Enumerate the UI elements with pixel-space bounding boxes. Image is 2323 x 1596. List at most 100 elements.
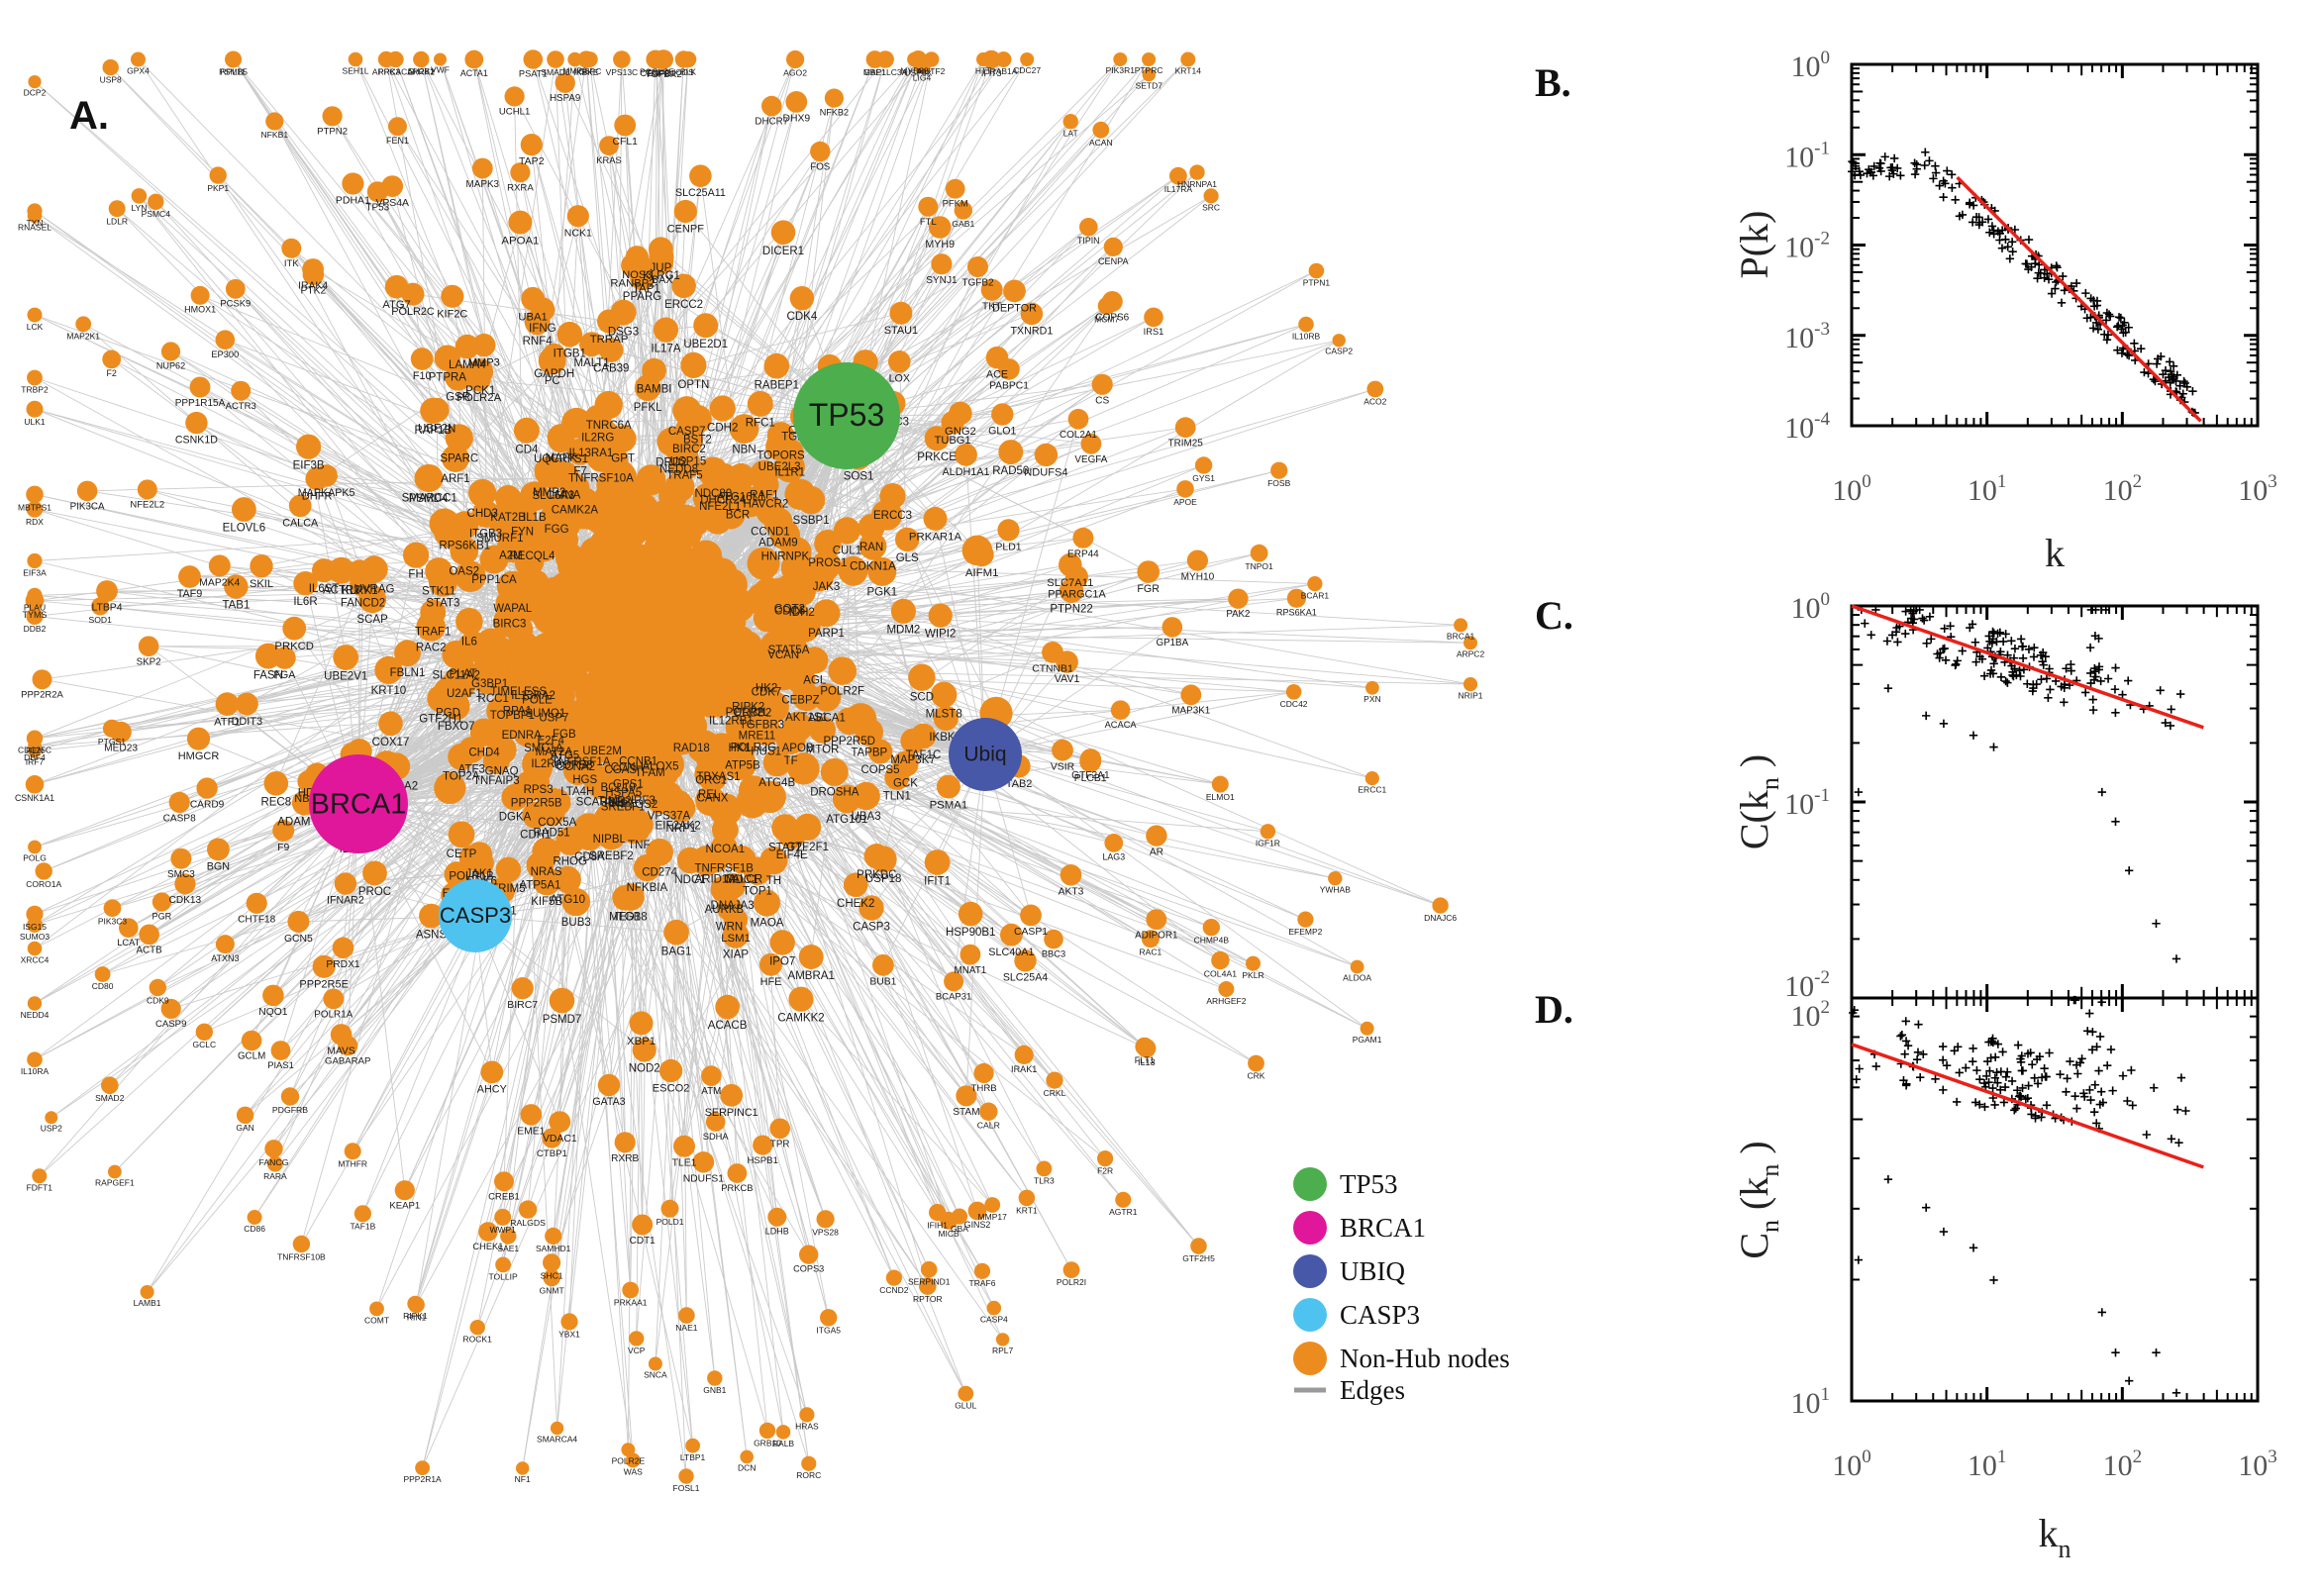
- svg-text:ALDOA: ALDOA: [1343, 973, 1371, 983]
- svg-text:GPT: GPT: [611, 453, 635, 465]
- svg-text:RHOG: RHOG: [553, 856, 587, 868]
- svg-text:IL13: IL13: [1138, 1057, 1156, 1067]
- svg-text:CHD4: CHD4: [468, 748, 500, 759]
- svg-text:101: 101: [1968, 471, 2007, 507]
- svg-text:REL: REL: [698, 789, 721, 801]
- svg-text:WIPI2: WIPI2: [925, 629, 956, 641]
- svg-text:GCN5: GCN5: [284, 934, 313, 945]
- svg-text:MAPK3: MAPK3: [466, 179, 500, 190]
- svg-text:AMBRA1: AMBRA1: [788, 970, 835, 982]
- svg-text:BCAR1: BCAR1: [1301, 590, 1330, 600]
- svg-text:TOP1: TOP1: [743, 886, 772, 898]
- svg-text:PC: PC: [545, 375, 560, 387]
- svg-text:UBA3: UBA3: [852, 811, 881, 823]
- svg-text:NEDD4: NEDD4: [21, 1010, 50, 1020]
- svg-text:XBP1: XBP1: [627, 1036, 656, 1047]
- svg-text:POLR2F: POLR2F: [820, 686, 864, 698]
- svg-text:RAD18: RAD18: [673, 743, 710, 754]
- svg-text:CASP4: CASP4: [980, 1315, 1008, 1325]
- svg-text:DNAJC6: DNAJC6: [1424, 913, 1457, 923]
- svg-text:F7: F7: [573, 465, 586, 477]
- svg-text:ACE: ACE: [986, 369, 1008, 381]
- svg-text:NDUFS1: NDUFS1: [683, 1173, 724, 1184]
- svg-text:MAOA: MAOA: [751, 917, 784, 929]
- svg-text:STAT3: STAT3: [426, 598, 459, 610]
- svg-text:DDB2: DDB2: [24, 624, 47, 634]
- svg-text:IRF7: IRF7: [26, 757, 45, 767]
- svg-text:102: 102: [2103, 1446, 2143, 1482]
- svg-text:10-4: 10-4: [1784, 409, 1830, 445]
- svg-text:FGG: FGG: [545, 524, 569, 536]
- svg-text:CALCA: CALCA: [282, 518, 319, 530]
- svg-text:AR: AR: [1150, 847, 1163, 857]
- svg-text:STK11: STK11: [422, 586, 455, 598]
- svg-text:CD86: CD86: [244, 1224, 265, 1234]
- svg-text:NQO1: NQO1: [258, 1007, 287, 1018]
- svg-text:EFEMP2: EFEMP2: [1288, 927, 1322, 937]
- svg-text:100: 100: [1791, 589, 1831, 625]
- svg-text:SKP2: SKP2: [137, 656, 161, 667]
- svg-text:CARD9: CARD9: [190, 799, 225, 810]
- svg-text:GTF2H5: GTF2H5: [1182, 1253, 1215, 1263]
- svg-text:HNRNPK: HNRNPK: [761, 550, 810, 562]
- svg-text:HAVCR2: HAVCR2: [743, 499, 788, 511]
- svg-text:MED23: MED23: [104, 744, 138, 754]
- svg-text:ATP5B: ATP5B: [725, 760, 760, 772]
- svg-text:TLN1: TLN1: [883, 791, 911, 803]
- svg-text:MAP1LC3A: MAP1LC3A: [863, 67, 908, 77]
- svg-text:TF: TF: [784, 755, 798, 767]
- svg-text:RPA1: RPA1: [503, 705, 532, 717]
- svg-text:ATM: ATM: [701, 1086, 721, 1097]
- svg-text:RPS3: RPS3: [524, 784, 554, 796]
- svg-text:WWP1: WWP1: [489, 1225, 516, 1235]
- svg-text:10-2: 10-2: [1784, 229, 1830, 264]
- svg-text:FDFT1: FDFT1: [27, 1183, 53, 1193]
- svg-text:TRRAP: TRRAP: [590, 334, 629, 346]
- svg-text:ACAN: ACAN: [1089, 138, 1113, 148]
- svg-text:ABCA1: ABCA1: [808, 713, 846, 725]
- svg-text:HFE: HFE: [760, 976, 782, 988]
- svg-text:RAPGEF1: RAPGEF1: [95, 1178, 135, 1188]
- svg-text:CHTF18: CHTF18: [238, 915, 276, 926]
- svg-text:ERCC1: ERCC1: [1358, 784, 1386, 794]
- svg-text:TNF: TNF: [628, 840, 650, 851]
- svg-text:IL6ST: IL6ST: [309, 583, 340, 595]
- svg-text:HGS: HGS: [572, 774, 597, 786]
- svg-text:CRK: CRK: [1248, 1071, 1265, 1081]
- svg-text:CDK9: CDK9: [147, 995, 169, 1005]
- svg-text:UBE2N: UBE2N: [418, 423, 455, 435]
- svg-text:LOX: LOX: [889, 373, 910, 385]
- svg-text:RAD50: RAD50: [992, 465, 1029, 477]
- svg-text:CHEK2: CHEK2: [837, 898, 874, 910]
- svg-text:AHCY: AHCY: [477, 1084, 507, 1096]
- svg-text:TGFB2: TGFB2: [961, 278, 994, 289]
- svg-text:GINS2: GINS2: [964, 1220, 991, 1230]
- svg-text:GLO1: GLO1: [988, 426, 1016, 438]
- svg-text:NDC1: NDC1: [674, 874, 705, 886]
- svg-text:KIF5B: KIF5B: [531, 896, 562, 908]
- svg-text:TXNRD1: TXNRD1: [1011, 325, 1054, 337]
- svg-text:E2F4: E2F4: [537, 736, 564, 748]
- svg-text:PRKCB: PRKCB: [721, 1182, 753, 1193]
- svg-text:GPX4: GPX4: [127, 66, 150, 76]
- svg-text:RAC1: RAC1: [1140, 948, 1162, 957]
- svg-text:ULK1: ULK1: [24, 417, 46, 427]
- svg-text:ATF3: ATF3: [458, 764, 485, 776]
- svg-text:HSPA9: HSPA9: [550, 93, 580, 104]
- svg-text:HRAS: HRAS: [795, 1422, 819, 1432]
- svg-text:ARHGEF2: ARHGEF2: [1206, 996, 1246, 1006]
- svg-text:TRBP2: TRBP2: [21, 385, 49, 395]
- svg-text:GNB1: GNB1: [703, 1385, 726, 1395]
- svg-text:DCN: DCN: [738, 1462, 756, 1472]
- svg-text:FGA: FGA: [273, 669, 296, 681]
- svg-text:NUTF2: NUTF2: [918, 66, 946, 76]
- svg-text:PSMD7: PSMD7: [543, 1014, 582, 1026]
- svg-text:NF1: NF1: [515, 1474, 531, 1484]
- svg-text:RAC2: RAC2: [416, 643, 447, 654]
- svg-text:RAB1A: RAB1A: [990, 66, 1018, 76]
- svg-text:TOLLIP: TOLLIP: [489, 1272, 518, 1282]
- svg-text:PPARG: PPARG: [623, 291, 661, 303]
- svg-text:JAK3: JAK3: [813, 581, 841, 593]
- svg-text:ISG15: ISG15: [23, 922, 47, 932]
- svg-text:TAF1B: TAF1B: [350, 1222, 375, 1232]
